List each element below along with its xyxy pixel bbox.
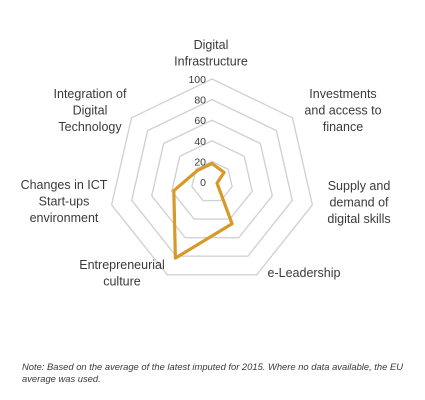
axis-label-4: Entrepreneurial culture — [79, 258, 164, 289]
grid-ring-80 — [130, 98, 294, 257]
axis-label-5: Changes in ICT Start-ups environment — [21, 178, 108, 225]
grid-ring-60 — [150, 119, 274, 239]
axis-label-6: Integration of Digital Technology — [54, 87, 127, 134]
radar-grid — [110, 78, 314, 276]
tick-label-0: 0 — [200, 177, 206, 189]
tick-label-100: 100 — [188, 74, 206, 86]
radar-axis-labels: Digital Infrastructure Investments and acce… — [21, 38, 391, 289]
axis-label-0: Digital Infrastructure — [174, 38, 248, 69]
tick-label-20: 20 — [194, 156, 206, 168]
chart-note: Note: Based on the average of the latest… — [22, 361, 403, 384]
axis-label-1: Investments and access to finance — [304, 87, 381, 134]
radar-tick-labels: 0 20 40 60 80 100 — [188, 74, 206, 189]
radar-series — [172, 161, 234, 260]
axis-label-2: Supply and demand of digital skills — [327, 179, 390, 226]
grid-ring-100 — [110, 78, 314, 276]
axis-label-3: e-Leadership — [268, 266, 341, 280]
tick-label-40: 40 — [194, 136, 206, 148]
tick-label-60: 60 — [194, 115, 206, 127]
grid-ring-40 — [171, 140, 253, 220]
radar-chart: 0 20 40 60 80 100 Digital Infrastructure Invest… — [21, 38, 391, 289]
series-line-0 — [172, 161, 234, 260]
tick-label-80: 80 — [194, 95, 206, 107]
